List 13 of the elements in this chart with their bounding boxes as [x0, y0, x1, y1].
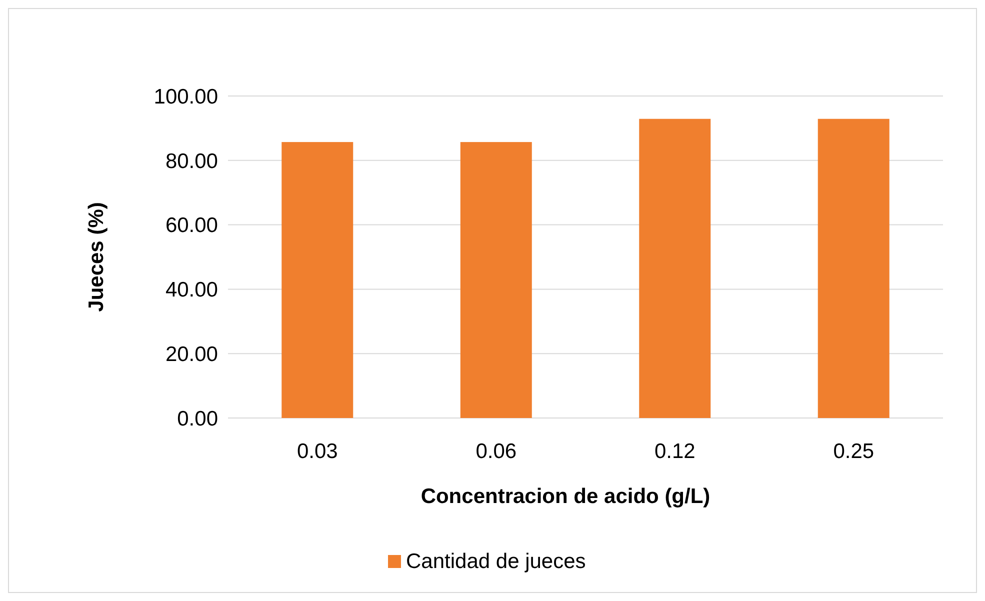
y-axis-title: Jueces (%) — [85, 202, 108, 312]
x-tick-label: 0.03 — [296, 440, 338, 463]
x-axis-title: Concentracion de acido (g/L) — [420, 485, 710, 508]
x-tick-label: 0.06 — [476, 440, 517, 463]
y-tick-label: 100.00 — [154, 85, 218, 108]
y-tick-label: 80.00 — [165, 150, 218, 173]
y-tick-label: 20.00 — [165, 342, 218, 366]
y-tick-label: 60.00 — [165, 214, 218, 238]
legend-label: Cantidad de jueces — [406, 550, 586, 573]
y-tick-label: 40.00 — [165, 278, 218, 302]
x-tick-label: 0.12 — [654, 440, 696, 463]
x-tick-label: 0.25 — [833, 440, 874, 463]
y-tick-label: 0.00 — [177, 407, 218, 430]
